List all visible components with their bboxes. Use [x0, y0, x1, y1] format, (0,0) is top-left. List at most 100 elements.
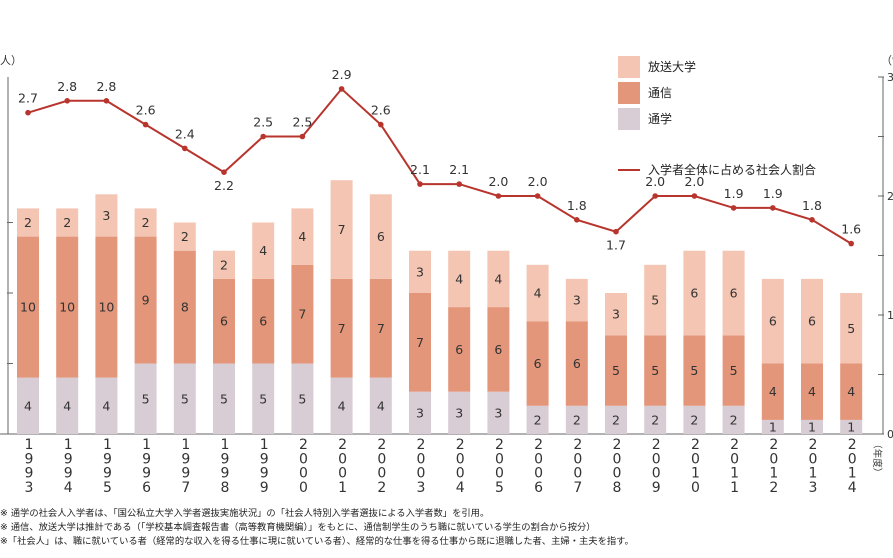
ratio-label: 2.8: [96, 79, 116, 94]
x-tick-label: 0: [769, 451, 778, 467]
x-tick-label: 2: [377, 437, 386, 453]
x-tick-label: 9: [142, 466, 151, 482]
x-tick-label: 0: [534, 466, 543, 482]
bar-value-label: 4: [298, 229, 306, 244]
bar-segment-通信: [291, 264, 314, 364]
bar-segment-通信: [683, 335, 706, 406]
x-tick-label: 1: [64, 437, 73, 453]
bar-segment-通学: [369, 377, 392, 434]
bar-value-label: 6: [377, 229, 385, 244]
ratio-point: [770, 205, 776, 211]
bar-value-label: 5: [259, 391, 267, 406]
x-tick-label: 1: [730, 466, 739, 482]
bar-segment-通信: [213, 278, 235, 364]
bar-segment-放送大学: [330, 180, 353, 279]
bar-value-label: 3: [102, 208, 110, 223]
bar-segment-通学: [56, 377, 79, 434]
bar-segment-放送大学: [565, 278, 588, 322]
bar-segment-通学: [801, 419, 823, 434]
bar-value-label: 8: [181, 300, 189, 315]
x-tick-label: 0: [377, 466, 386, 482]
ratio-label: 2.7: [18, 91, 38, 106]
bar-segment-通学: [761, 419, 784, 434]
x-tick-label: 0: [534, 451, 543, 467]
bar-segment-放送大学: [526, 264, 549, 322]
x-tick-label: 0: [456, 451, 465, 467]
bar-value-label: 4: [769, 384, 777, 399]
bar-value-label: 4: [24, 398, 32, 413]
bar-segment-放送大学: [487, 250, 510, 308]
bar-segment-通学: [683, 405, 706, 434]
x-tick-label: 4: [848, 480, 857, 496]
chart: 0123人）（%41021993410219944103199559219965…: [0, 54, 893, 496]
legend-swatch-放送大学: [618, 56, 640, 78]
bar-segment-通学: [134, 363, 157, 434]
bar-segment-放送大学: [722, 250, 745, 336]
x-tick-label: 7: [181, 480, 190, 496]
bar-segment-通学: [330, 377, 353, 434]
bar-segment-通信: [448, 307, 471, 392]
bar-segment-通学: [409, 391, 431, 434]
ratio-label: 2.5: [292, 115, 312, 130]
bar-value-label: 2: [573, 412, 581, 427]
bar-segment-通学: [840, 419, 863, 434]
bar-value-label: 9: [142, 293, 150, 308]
bar-segment-放送大学: [291, 208, 314, 265]
ratio-point: [25, 109, 31, 116]
bar-value-label: 6: [494, 342, 502, 357]
x-tick-label: 0: [691, 480, 700, 496]
x-tick-label: 1: [181, 437, 190, 453]
ratio-point: [534, 193, 541, 199]
x-tick-label: 2: [848, 437, 857, 453]
x-tick-label: 4: [64, 480, 73, 496]
bar-value-label: 2: [612, 412, 620, 427]
x-tick-label: 9: [221, 451, 230, 467]
x-tick-label: 2: [495, 437, 504, 453]
x-tick-label: 0: [495, 451, 504, 467]
bar-segment-通信: [840, 363, 863, 420]
x-tick-label: 1: [103, 437, 112, 453]
x-tick-label: 0: [613, 466, 622, 482]
x-axis-suffix: ）: [871, 468, 883, 478]
x-tick-label: 4: [456, 480, 465, 496]
ratio-point: [142, 121, 149, 128]
x-tick-label: 5: [103, 480, 112, 496]
bar-value-label: 10: [59, 300, 75, 315]
x-tick-label: 0: [613, 451, 622, 467]
ratio-label: 1.8: [802, 198, 822, 213]
ratio-label: 2.1: [449, 162, 469, 177]
bar-value-label: 2: [730, 412, 738, 427]
bar-segment-放送大学: [644, 264, 667, 336]
x-tick-label: 0: [691, 451, 700, 467]
bar-segment-放送大学: [448, 250, 471, 308]
bar-value-label: 4: [808, 384, 816, 399]
bar-segment-通学: [722, 405, 745, 434]
x-tick-label: 3: [809, 480, 818, 496]
x-axis-suffix: （: [871, 439, 883, 449]
legend-label: 放送大学: [648, 59, 696, 74]
bar-value-label: 2: [534, 412, 542, 427]
bar-segment-通信: [409, 293, 431, 392]
bar-segment-通学: [17, 377, 39, 434]
bar-value-label: 3: [612, 307, 620, 322]
x-tick-label: 0: [417, 466, 426, 482]
ratio-point: [338, 86, 345, 92]
bar-segment-放送大学: [605, 293, 627, 336]
ratio-label: 2.8: [57, 79, 77, 94]
bar-segment-通信: [565, 321, 588, 406]
ratio-label: 2.2: [214, 178, 234, 193]
x-tick-label: 2: [573, 437, 582, 453]
ratio-label: 1.8: [567, 198, 587, 213]
bar-segment-通信: [722, 335, 745, 406]
x-tick-label: 9: [260, 480, 269, 496]
bar-segment-通学: [605, 405, 627, 434]
bar-value-label: 2: [690, 412, 698, 427]
bar-segment-放送大学: [17, 208, 39, 237]
footnote-3: ※「社会人」は、職に就いている者（経常的な収入を得る仕事に現に就いている者）、経…: [0, 536, 634, 547]
x-tick-label: 2: [534, 437, 543, 453]
x-tick-label: 2: [377, 480, 386, 496]
legend-swatch-通信: [618, 82, 640, 104]
bar-value-label: 6: [730, 286, 738, 301]
bar-value-label: 2: [142, 215, 150, 230]
bar-segment-放送大学: [369, 194, 392, 279]
